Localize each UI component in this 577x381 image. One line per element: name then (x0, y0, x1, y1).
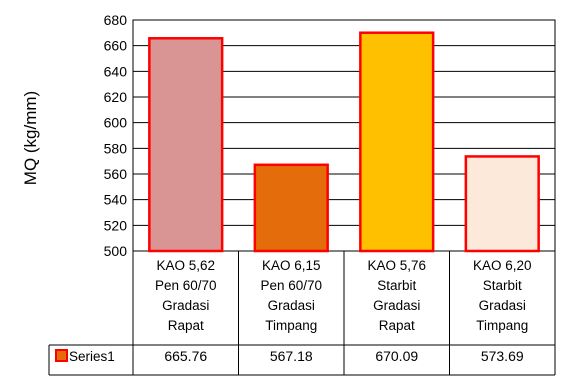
category-label: KAO 6,15 (262, 258, 321, 273)
category-label: Timpang (265, 318, 317, 333)
category-label: Gradasi (162, 298, 209, 313)
y-tick-label: 640 (104, 63, 128, 79)
category-label: Starbit (377, 278, 416, 293)
data-value-label: 665.76 (164, 348, 207, 364)
y-tick-label: 600 (104, 115, 128, 131)
y-tick-label: 500 (104, 243, 128, 259)
category-label: Rapat (379, 318, 415, 333)
legend-marker (55, 349, 68, 362)
y-tick-label: 620 (104, 89, 128, 105)
bar (148, 37, 224, 253)
y-axis-tick-labels: 500 520 540 560 580 600 620 640 660 680 (104, 12, 128, 259)
category-label: KAO 5,76 (367, 258, 426, 273)
data-value-label: 567.18 (270, 348, 313, 364)
category-label: Rapat (168, 318, 204, 333)
bars (148, 31, 540, 253)
category-label: Gradasi (479, 298, 526, 313)
category-label: Pen 60/70 (155, 278, 217, 293)
y-axis-label: MQ (kg/mm) (21, 91, 40, 185)
category-label: KAO 5,62 (156, 258, 215, 273)
category-label: Gradasi (373, 298, 420, 313)
data-value-label: 573.69 (481, 348, 524, 364)
y-tick-label: 520 (104, 217, 128, 233)
y-tick-label: 540 (104, 192, 128, 208)
category-label: Pen 60/70 (260, 278, 322, 293)
category-label: KAO 6,20 (473, 258, 532, 273)
y-tick-label: 580 (104, 140, 128, 156)
legend-series-name: Series1 (69, 349, 115, 364)
bar (359, 31, 435, 253)
data-value-label: 670.09 (375, 348, 418, 364)
category-label: Gradasi (268, 298, 315, 313)
y-tick-label: 660 (104, 38, 128, 54)
category-label: Starbit (483, 278, 522, 293)
y-tick-label: 680 (104, 12, 128, 28)
bar (253, 163, 329, 253)
y-tick-label: 560 (104, 166, 128, 182)
data-table: KAO 5,62 Pen 60/70 Gradasi Rapat KAO 6,15 Pen… (48, 251, 556, 376)
bar (464, 155, 540, 253)
category-label: Timpang (476, 318, 528, 333)
